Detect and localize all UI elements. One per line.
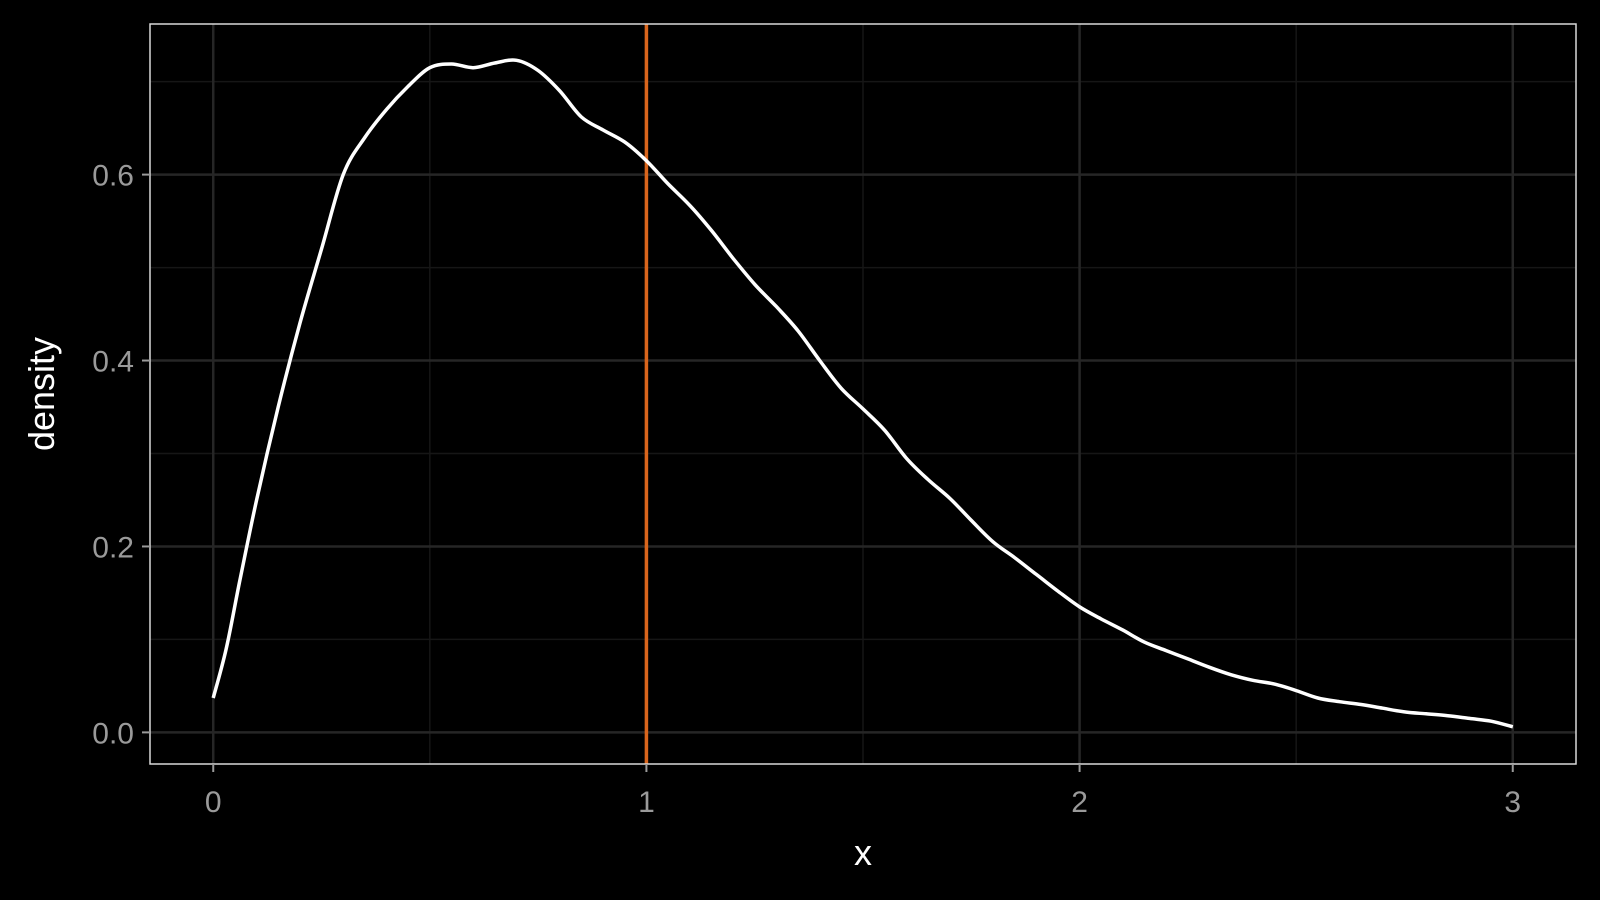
- x-tick-label: 2: [1071, 786, 1088, 819]
- y-tick-label: 0.0: [92, 717, 134, 750]
- y-axis-ticks: 0.0 0.2 0.4 0.6: [92, 160, 150, 750]
- minor-gridlines: [150, 24, 1576, 764]
- x-tick-label: 0: [205, 786, 222, 819]
- x-axis-ticks: 0 1 2 3: [205, 764, 1521, 819]
- y-axis-title: density: [21, 337, 62, 451]
- density-curve: [211, 58, 1514, 729]
- y-tick-label: 0.6: [92, 160, 134, 193]
- y-tick-label: 0.4: [92, 346, 134, 379]
- major-gridlines: [150, 24, 1576, 764]
- x-tick-label: 1: [638, 786, 655, 819]
- series-layer: [211, 58, 1514, 729]
- x-tick-label: 3: [1504, 786, 1521, 819]
- y-tick-label: 0.2: [92, 531, 134, 564]
- panel-border: [149, 23, 1577, 765]
- x-axis-title: x: [854, 832, 872, 873]
